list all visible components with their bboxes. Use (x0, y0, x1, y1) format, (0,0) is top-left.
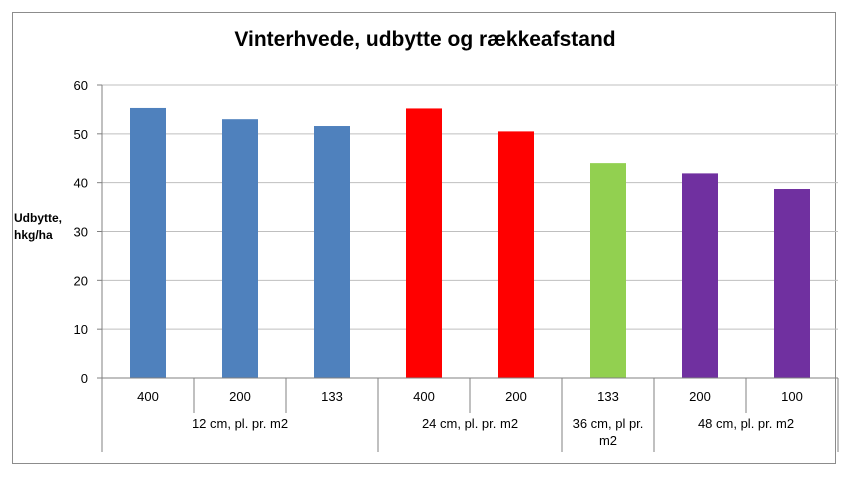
bar-7 (682, 173, 718, 378)
y-axis-label-line-1: Udbytte, (14, 211, 62, 225)
group-label: m2 (599, 433, 617, 448)
chart-title: Vinterhvede, udbytte og rækkeafstand (234, 28, 616, 51)
bar-4 (406, 108, 442, 378)
bar-1 (130, 107, 166, 379)
bar-3 (314, 126, 350, 379)
y-tick-label: 50 (74, 127, 88, 142)
group-label: 48 cm, pl. pr. m2 (698, 416, 794, 431)
bar-5 (498, 131, 534, 378)
group-label: 36 cm, pl pr. (573, 416, 644, 431)
group-label: 24 cm, pl. pr. m2 (422, 416, 518, 431)
bar-6 (590, 163, 626, 378)
category-label: 200 (689, 389, 711, 404)
category-label: 133 (597, 389, 619, 404)
category-label: 400 (413, 389, 435, 404)
category-label: 100 (781, 389, 803, 404)
bar-2 (222, 119, 258, 378)
y-tick-label: 30 (74, 225, 88, 240)
y-axis-label: Udbytte, hkg/ha (14, 210, 74, 244)
y-tick-label: 10 (74, 322, 88, 337)
y-tick-label: 60 (74, 78, 88, 93)
category-label: 200 (229, 389, 251, 404)
category-label: 133 (321, 389, 343, 404)
y-tick-label: 0 (81, 371, 88, 386)
y-tick-label: 40 (74, 176, 88, 191)
group-label: 12 cm, pl. pr. m2 (192, 416, 288, 431)
y-axis-label-line-2: hkg/ha (14, 228, 53, 242)
bar-8 (774, 189, 810, 378)
y-tick-label: 20 (74, 273, 88, 288)
category-label: 200 (505, 389, 527, 404)
category-label: 400 (137, 389, 159, 404)
